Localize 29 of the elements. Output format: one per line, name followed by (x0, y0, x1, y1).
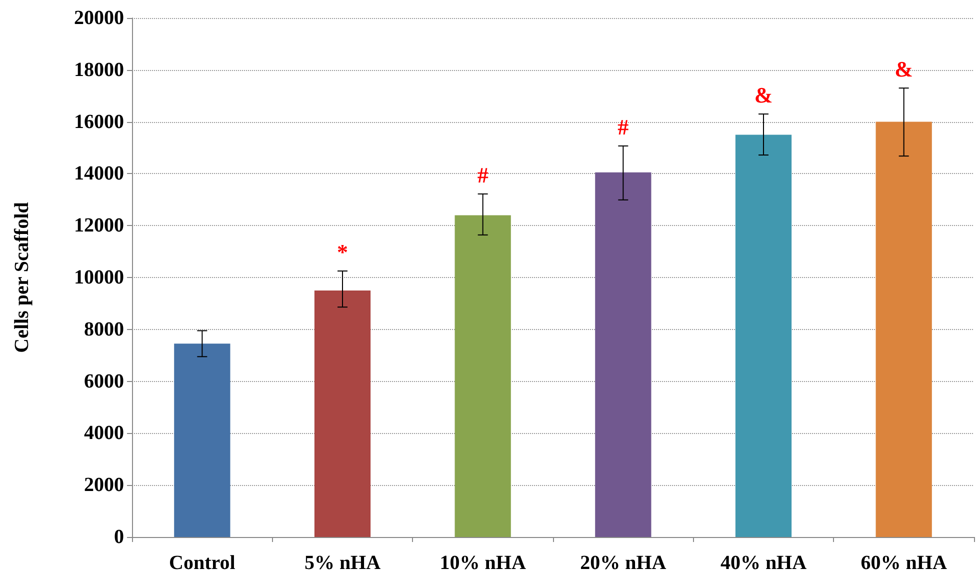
annotation: & (754, 82, 773, 108)
y-tick-label: 18000 (74, 58, 124, 81)
y-tick-label: 12000 (74, 214, 124, 237)
annotation: # (618, 114, 629, 140)
bar (174, 344, 230, 537)
y-tick-label: 4000 (84, 422, 124, 444)
annotation: # (477, 162, 488, 188)
x-tick-label: 40% nHA (720, 552, 808, 574)
x-tick-label: 60% nHA (860, 552, 948, 574)
y-tick-label: 14000 (74, 162, 124, 185)
y-tick-label: 6000 (84, 370, 124, 392)
bar (454, 215, 511, 537)
x-tick-label: 5% nHA (304, 552, 382, 574)
x-tick-label: 20% nHA (580, 552, 667, 574)
y-tick-label: 0 (114, 526, 124, 548)
bar (595, 172, 652, 537)
bar (735, 134, 792, 537)
y-axis-title: Cells per Scaffold (11, 202, 33, 353)
x-tick-label: 10% nHA (440, 552, 526, 574)
bar (314, 290, 371, 537)
y-tick-label: 8000 (84, 318, 124, 340)
y-tick-label: 16000 (74, 110, 124, 133)
annotation: & (894, 56, 913, 82)
y-tick-label: 10000 (74, 266, 124, 288)
x-tick-label: Control (169, 552, 236, 574)
annotation: * (337, 240, 348, 265)
y-tick-label: 20000 (74, 7, 124, 29)
y-tick-label: 2000 (84, 474, 124, 496)
bar (876, 122, 932, 537)
